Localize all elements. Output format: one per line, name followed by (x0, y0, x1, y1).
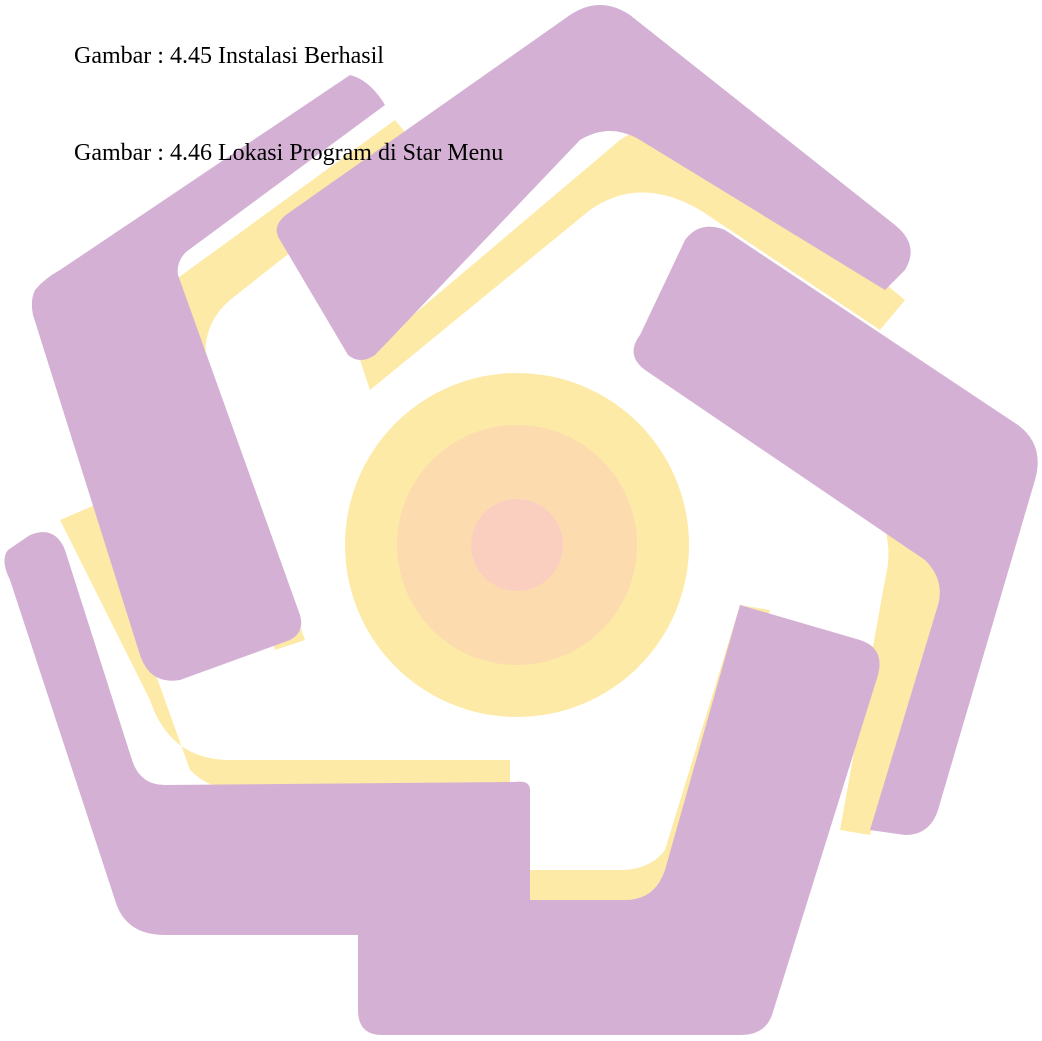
figure-caption-4-46: Gambar : 4.46 Lokasi Program di Star Men… (74, 140, 504, 166)
watermark-purple-arms (4, 5, 1038, 1035)
figure-caption-4-45: Gambar : 4.45 Instalasi Berhasil (74, 43, 384, 69)
watermark-center-circle (345, 373, 689, 717)
